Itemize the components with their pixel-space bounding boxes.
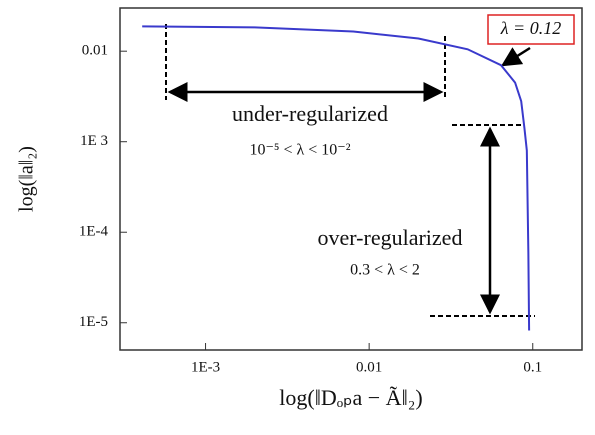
annotation: 0.3 < λ < 2: [350, 262, 420, 279]
y-tick-label: 1E 3: [80, 133, 108, 149]
x-axis-label: log(‖Dₒₚa − Ã‖₂): [279, 385, 423, 410]
annotation: over-regularized: [318, 225, 463, 250]
annotation: λ = 0.12: [500, 18, 561, 38]
y-tick-label: 0.01: [82, 43, 108, 59]
x-tick-label: 0.1: [523, 359, 542, 375]
y-tick-label: 1E-5: [79, 314, 108, 330]
range-guides: [165, 24, 535, 317]
callout-box: [487, 14, 575, 45]
plot-frame: [119, 7, 583, 351]
range-arrows: [167, 46, 531, 315]
y-tick-label: 1E-4: [79, 224, 109, 240]
curve: [142, 25, 531, 331]
x-tick-label: 1E-3: [191, 359, 220, 375]
annotation: 10⁻⁵ < λ < 10⁻²: [249, 142, 350, 159]
x-tick-label: 0.01: [356, 359, 382, 375]
y-axis-label: log(‖a‖₂): [16, 146, 38, 212]
annotation: under-regularized: [232, 101, 388, 126]
